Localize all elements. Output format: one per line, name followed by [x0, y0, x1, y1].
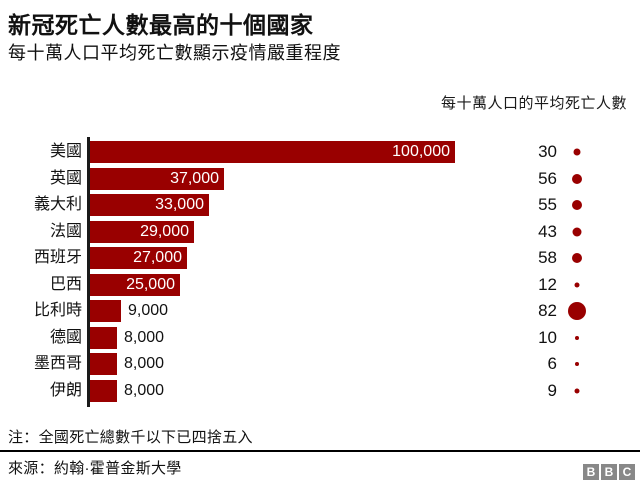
- per-capita-value: 43: [538, 221, 557, 241]
- per-capita-value: 12: [538, 274, 557, 294]
- country-label: 西班牙: [33, 249, 82, 266]
- death-toll-value: 9,000: [128, 302, 169, 319]
- chart-row: 西班牙 27,000 58: [0, 245, 640, 272]
- death-toll-value: 8,000: [124, 328, 165, 346]
- country-label: 比利時: [33, 302, 82, 319]
- per-capita-dot: [575, 362, 579, 367]
- country-label: 巴西: [49, 275, 82, 293]
- death-toll-value: 37,000: [170, 169, 219, 187]
- death-toll-bar: 100,000: [88, 141, 455, 163]
- axis-line: [87, 137, 90, 407]
- per-capita-dot: [572, 200, 582, 211]
- country-label: 法國: [49, 222, 82, 240]
- death-toll-bar: 37,000: [88, 167, 224, 190]
- chart-row: 德國 8,000 10: [0, 325, 640, 352]
- per-capita-dot: [572, 253, 582, 264]
- per-capita-value: 58: [538, 248, 557, 267]
- per-capita-value: 56: [538, 168, 557, 188]
- death-toll-bar: [88, 326, 117, 349]
- logo-letter-box: B: [583, 464, 599, 480]
- death-toll-value: 33,000: [155, 196, 204, 213]
- per-capita-value: 55: [538, 195, 557, 214]
- chart-row: 義大利 33,000 55: [0, 192, 640, 219]
- death-toll-value: 8,000: [124, 381, 165, 399]
- country-label: 伊朗: [49, 381, 82, 399]
- chart-row: 墨西哥 8,000 6: [0, 351, 640, 378]
- chart-row: 英國 37,000 56: [0, 166, 640, 193]
- source-line: 來源：約翰·霍普金斯大學: [8, 460, 182, 477]
- chart-row: 伊朗 8,000 9: [0, 378, 640, 405]
- per-capita-value: 9: [547, 380, 557, 400]
- chart-row: 法國 29,000 43: [0, 219, 640, 246]
- death-toll-bar: 25,000: [88, 273, 180, 296]
- per-capita-dot: [573, 148, 581, 156]
- per-capita-dot: [574, 388, 580, 394]
- country-label: 英國: [49, 169, 82, 187]
- death-toll-bar: [88, 379, 117, 402]
- death-toll-bar: 27,000: [88, 247, 187, 269]
- per-capita-dot: [568, 302, 586, 321]
- per-capita-value: 6: [547, 354, 557, 373]
- country-label: 墨西哥: [33, 355, 82, 372]
- death-toll-value: 27,000: [133, 249, 182, 266]
- country-label: 義大利: [33, 196, 82, 213]
- divider-line: [0, 450, 640, 452]
- chart-rows: 美國 100,000 30 英國 37,000 56 義大利 33,000 55 法國 29,000…: [0, 139, 640, 404]
- death-toll-bar: 29,000: [88, 220, 194, 243]
- country-label: 美國: [49, 143, 82, 160]
- logo-letter-box: C: [619, 464, 635, 480]
- per-capita-value: 82: [538, 301, 557, 320]
- chart-row: 巴西 25,000 12: [0, 272, 640, 299]
- page-subtitle: 每十萬人口平均死亡數顯示疫情嚴重程度: [8, 43, 341, 63]
- logo-letter-box: B: [601, 464, 617, 480]
- dots-column-header: 每十萬人口的平均死亡人數: [440, 95, 627, 112]
- per-capita-dot: [572, 227, 582, 237]
- death-toll-bar: [88, 300, 121, 322]
- death-toll-bar: [88, 353, 117, 375]
- death-toll-value: 29,000: [140, 222, 189, 240]
- death-toll-value: 100,000: [392, 143, 450, 160]
- per-capita-value: 10: [538, 327, 557, 347]
- country-label: 德國: [49, 328, 82, 346]
- death-toll-value: 25,000: [126, 275, 175, 293]
- death-toll-value: 8,000: [124, 355, 165, 372]
- page-title: 新冠死亡人數最高的十個國家: [8, 12, 314, 38]
- per-capita-value: 30: [538, 142, 557, 161]
- death-toll-bar: 33,000: [88, 194, 209, 216]
- per-capita-dot: [572, 173, 582, 184]
- chart-row: 美國 100,000 30: [0, 139, 640, 166]
- footnote: 注：全國死亡總數千以下已四捨五入: [8, 429, 253, 446]
- per-capita-dot: [574, 282, 580, 288]
- per-capita-dot: [575, 335, 579, 340]
- chart-row: 比利時 9,000 82: [0, 298, 640, 325]
